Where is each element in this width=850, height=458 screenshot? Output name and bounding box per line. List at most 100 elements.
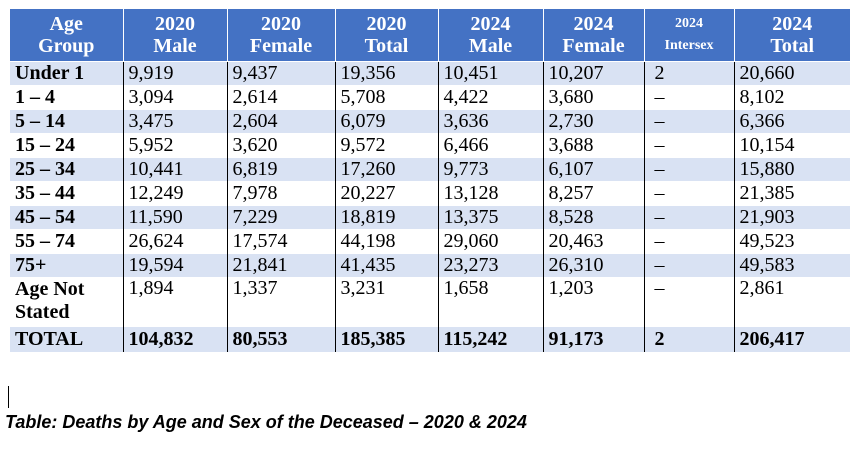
header-line: 2024 [573,13,614,35]
header-line: Male [468,35,513,57]
cell-male-2020: 11,590 [122,205,227,230]
cell-female-2024: 2,730 [542,109,644,134]
cell-female-2020: 2,604 [226,109,335,134]
cell-total-2024: 20,660 [733,61,850,86]
table-row: Age Not Stated 1,894 1,337 3,231 1,658 1,203–… [10,277,850,327]
cell-female-2024: 6,107 [542,157,644,182]
cell-total-2020: 41,435 [334,253,438,278]
cell-male-2020: 1,894 [122,277,227,327]
header-line: 2020 [261,13,301,35]
cell-intersex-2024: – [643,229,734,254]
cell-intersex-2024: – [643,133,734,158]
table-caption: Table: Deaths by Age and Sex of the Dece… [5,412,527,432]
total-row: TOTAL 104,832 80,553 185,385 115,242 91,173 2 2… [10,326,850,352]
cell-male-2020: 3,094 [122,85,227,110]
text-cursor [8,386,9,408]
header-line: Total [770,35,815,57]
table-row: Under 1 9,919 9,437 19,356 10,451 10,207 2 20,6… [10,61,850,86]
header-male-2024: 2024 Male [437,9,543,62]
cell-female-2020: 1,337 [226,277,335,327]
header-total-2024: 2024 Total [733,9,850,62]
cell-male-2024: 23,273 [437,253,543,278]
cell-male-2020: 9,919 [122,61,227,86]
cell-intersex-2024: – [643,277,734,327]
cell-age-group: 45 – 54 [10,205,123,230]
cell-intersex-2024: – [643,181,734,206]
cell-female-2024: 8,528 [542,205,644,230]
cell-female-2024: 3,688 [542,133,644,158]
cell-male-2020: 3,475 [122,109,227,134]
header-line: Female [562,35,625,57]
cell-total-2024: 49,523 [733,229,850,254]
cell-age-group: 55 – 74 [10,229,123,254]
cell-total-2020: 20,227 [334,181,438,206]
cell-age-group: 1 – 4 [10,85,123,110]
cell-age-group: 75+ [10,253,123,278]
table-row: 5 – 14 3,475 2,604 6,079 3,636 2,730–6,366 [10,109,850,134]
cell-male-2020: 5,952 [122,133,227,158]
cell-intersex-2024: – [643,109,734,134]
cell-total-2024: 21,385 [733,181,850,206]
cell-male-2020: 19,594 [122,253,227,278]
deaths-table: Age Group 2020 Male 2020 Female 2020 Total 2024 M… [10,9,850,352]
cell-intersex-2024: – [643,253,734,278]
cell-total-2024: 206,417 [733,326,850,352]
cell-intersex-2024: 2 [643,326,734,352]
cell-female-2020: 7,978 [226,181,335,206]
cell-male-2024: 13,128 [437,181,543,206]
header-line: Group [38,35,95,57]
cell-total-2020: 9,572 [334,133,438,158]
cell-male-2024: 10,451 [437,61,543,86]
header-line: 2020 [155,13,195,35]
cell-female-2024: 26,310 [542,253,644,278]
table-row: 35 – 44 12,249 7,978 20,227 13,128 8,257–21,3… [10,181,850,206]
cell-age-group: Age Not Stated [10,277,123,327]
table-row: 45 – 54 11,590 7,229 18,819 13,375 8,528–21,9… [10,205,850,230]
table-row: 25 – 34 10,441 6,819 17,260 9,773 6,107–15,88… [10,157,850,182]
cell-male-2020: 26,624 [122,229,227,254]
cell-male-2020: 10,441 [122,157,227,182]
cell-female-2024: 1,203 [542,277,644,327]
cell-female-2020: 21,841 [226,253,335,278]
cell-male-2024: 4,422 [437,85,543,110]
table-body: Under 1 9,919 9,437 19,356 10,451 10,207 2 20,6… [10,61,850,352]
header-age-group: Age Group [10,9,123,62]
cell-female-2024: 3,680 [542,85,644,110]
cell-total-2024: 21,903 [733,205,850,230]
cell-total-2020: 6,079 [334,109,438,134]
cell-total-2020: 17,260 [334,157,438,182]
cell-age-group: TOTAL [10,326,123,352]
header-line: Age [49,13,83,35]
header-line: 2024 [470,13,511,35]
cell-male-2020: 104,832 [122,326,227,352]
cell-total-2020: 185,385 [334,326,438,352]
header-line: Male [153,35,197,57]
cell-male-2024: 1,658 [437,277,543,327]
cell-total-2024: 2,861 [733,277,850,327]
cell-total-2024: 49,583 [733,253,850,278]
cell-total-2020: 3,231 [334,277,438,327]
header-row: Age Group 2020 Male 2020 Female 2020 Total 2024 M… [10,9,850,62]
cell-age-group: 35 – 44 [10,181,123,206]
cell-female-2020: 17,574 [226,229,335,254]
header-line: 2024 [675,16,703,31]
header-female-2024: 2024 Female [542,9,644,62]
cell-intersex-2024: – [643,85,734,110]
header-female-2020: 2020 Female [226,9,335,62]
cell-female-2024: 10,207 [542,61,644,86]
cell-male-2020: 12,249 [122,181,227,206]
cell-intersex-2024: – [643,205,734,230]
cell-female-2020: 9,437 [226,61,335,86]
cell-total-2020: 44,198 [334,229,438,254]
cell-intersex-2024: – [643,157,734,182]
cell-female-2024: 91,173 [542,326,644,352]
table-row: 55 – 74 26,624 17,574 44,198 29,060 20,463–49… [10,229,850,254]
header-line: 2020 [366,13,407,35]
cell-age-group: Under 1 [10,61,123,86]
header-intersex-2024: 2024 Intersex [643,9,734,62]
cell-female-2020: 6,819 [226,157,335,182]
header-line: 2024 [772,13,813,35]
cell-age-group: 5 – 14 [10,109,123,134]
cell-total-2020: 19,356 [334,61,438,86]
cell-male-2024: 29,060 [437,229,543,254]
